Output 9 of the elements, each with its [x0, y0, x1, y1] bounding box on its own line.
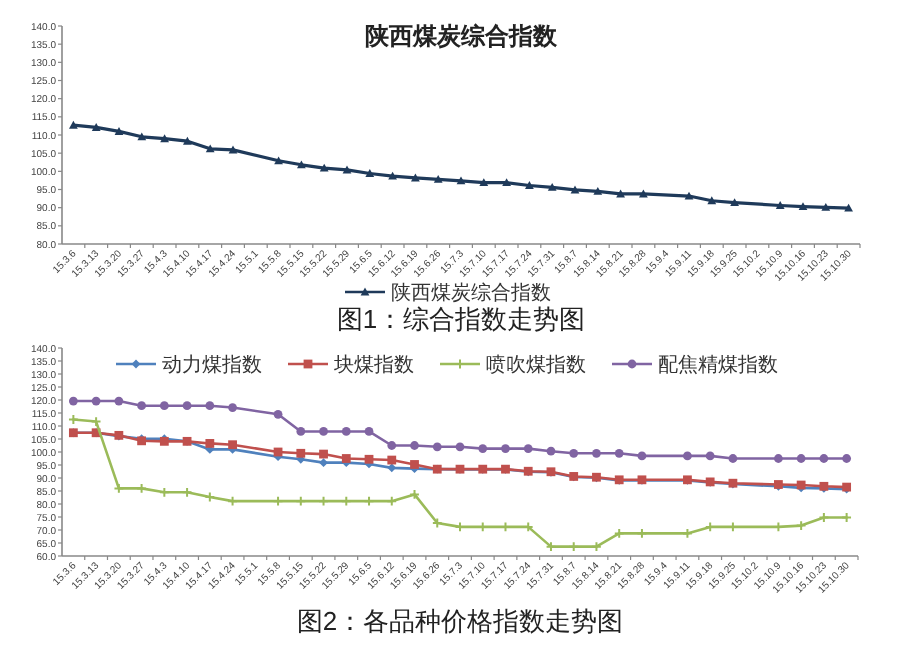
legend-label: 喷吹煤指数: [486, 353, 586, 377]
caption: 图2：各品种价格指数走势图: [296, 606, 624, 636]
chart-title: 陕西煤炭综合指数: [365, 22, 559, 50]
legend-label: 陕西煤炭综合指数: [391, 281, 551, 305]
legend-label: 动力煤指数: [162, 353, 262, 377]
legend-label: 配焦精煤指数: [658, 353, 778, 377]
legend: 陕西煤炭综合指数: [345, 283, 551, 305]
legend-label: 块煤指数: [332, 353, 414, 377]
caption: 图1：综合指数走势图: [336, 304, 586, 334]
